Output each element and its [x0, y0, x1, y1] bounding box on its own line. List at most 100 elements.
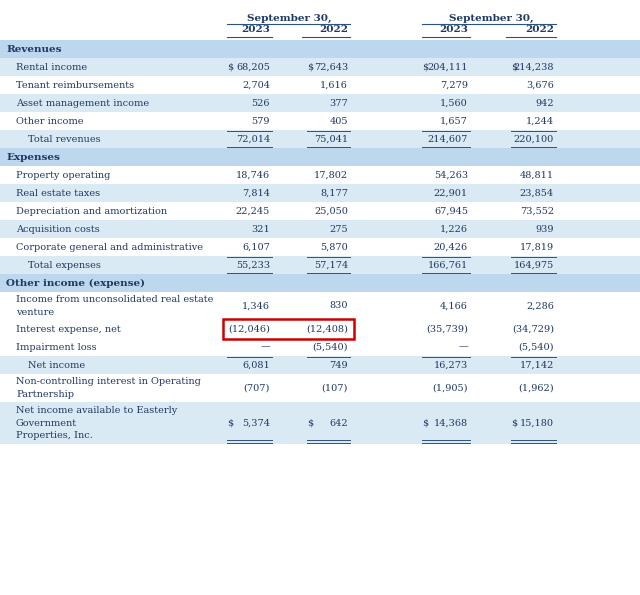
Text: (1,962): (1,962) — [518, 384, 554, 393]
Bar — [0, 320, 640, 338]
Bar — [0, 184, 640, 202]
Text: (1,905): (1,905) — [433, 384, 468, 393]
Text: 749: 749 — [330, 361, 348, 369]
Text: 377: 377 — [329, 99, 348, 108]
Text: $: $ — [511, 62, 517, 71]
Text: 164,975: 164,975 — [514, 261, 554, 270]
Bar — [0, 76, 640, 94]
Text: 1,226: 1,226 — [440, 224, 468, 233]
Text: 579: 579 — [252, 117, 270, 126]
Text: September 30,: September 30, — [246, 14, 332, 23]
Text: Asset management income: Asset management income — [16, 99, 149, 108]
Text: 2023: 2023 — [241, 26, 270, 35]
Text: —: — — [458, 343, 468, 352]
Bar — [0, 274, 640, 292]
Text: (12,408): (12,408) — [306, 324, 348, 334]
Text: 16,273: 16,273 — [434, 361, 468, 369]
Text: 3,676: 3,676 — [526, 80, 554, 89]
Text: Revenues: Revenues — [6, 45, 61, 54]
Text: Depreciation and amortization: Depreciation and amortization — [16, 206, 167, 215]
Text: 2,286: 2,286 — [526, 302, 554, 311]
Text: 321: 321 — [252, 224, 270, 233]
Text: 14,368: 14,368 — [434, 418, 468, 427]
Text: 17,819: 17,819 — [520, 243, 554, 252]
Text: Non-controlling interest in Operating: Non-controlling interest in Operating — [16, 377, 201, 386]
Bar — [0, 148, 640, 166]
Text: 55,233: 55,233 — [236, 261, 270, 270]
Text: 2,704: 2,704 — [242, 80, 270, 89]
Text: 275: 275 — [330, 224, 348, 233]
Text: 6,107: 6,107 — [242, 243, 270, 252]
Text: (35,739): (35,739) — [426, 324, 468, 334]
Text: September 30,: September 30, — [449, 14, 533, 23]
Text: $: $ — [227, 418, 233, 427]
Bar — [0, 220, 640, 238]
Text: Other income (expense): Other income (expense) — [6, 278, 145, 287]
Text: 526: 526 — [252, 99, 270, 108]
Text: Net income: Net income — [28, 361, 85, 369]
Text: 1,657: 1,657 — [440, 117, 468, 126]
Bar — [0, 94, 640, 112]
Bar — [0, 166, 640, 184]
Text: $: $ — [511, 418, 517, 427]
Text: Acquisition costs: Acquisition costs — [16, 224, 100, 233]
Text: 1,616: 1,616 — [320, 80, 348, 89]
Bar — [0, 338, 640, 356]
Text: 22,245: 22,245 — [236, 206, 270, 215]
Text: Partnership: Partnership — [16, 390, 74, 399]
Text: 25,050: 25,050 — [314, 206, 348, 215]
Text: 73,552: 73,552 — [520, 206, 554, 215]
Text: 17,142: 17,142 — [520, 361, 554, 369]
Bar — [0, 292, 640, 320]
Text: 405: 405 — [330, 117, 348, 126]
Text: 1,346: 1,346 — [242, 302, 270, 311]
Text: (5,540): (5,540) — [312, 343, 348, 352]
Text: $: $ — [227, 62, 233, 71]
Text: Total expenses: Total expenses — [28, 261, 101, 270]
Text: 18,746: 18,746 — [236, 171, 270, 180]
Bar — [0, 374, 640, 402]
Text: Total revenues: Total revenues — [28, 134, 100, 143]
Bar — [0, 256, 640, 274]
Text: 5,870: 5,870 — [320, 243, 348, 252]
Text: 48,811: 48,811 — [520, 171, 554, 180]
Text: 72,643: 72,643 — [314, 62, 348, 71]
Text: 942: 942 — [536, 99, 554, 108]
Bar — [0, 112, 640, 130]
Bar — [0, 356, 640, 374]
Text: (707): (707) — [244, 384, 270, 393]
Bar — [0, 402, 640, 444]
Text: $: $ — [422, 418, 428, 427]
Text: 67,945: 67,945 — [434, 206, 468, 215]
Bar — [0, 130, 640, 148]
Text: —: — — [260, 343, 270, 352]
Text: Net income available to Easterly: Net income available to Easterly — [16, 406, 177, 415]
Bar — [223, 319, 354, 339]
Text: (107): (107) — [322, 384, 348, 393]
Text: 1,560: 1,560 — [440, 99, 468, 108]
Text: 54,263: 54,263 — [434, 171, 468, 180]
Text: 8,177: 8,177 — [320, 189, 348, 198]
Text: Impairment loss: Impairment loss — [16, 343, 97, 352]
Text: Rental income: Rental income — [16, 62, 87, 71]
Text: Interest expense, net: Interest expense, net — [16, 324, 121, 334]
Text: 57,174: 57,174 — [314, 261, 348, 270]
Text: venture: venture — [16, 308, 54, 317]
Text: 4,166: 4,166 — [440, 302, 468, 311]
Text: Properties, Inc.: Properties, Inc. — [16, 431, 93, 440]
Text: Other income: Other income — [16, 117, 83, 126]
Text: 20,426: 20,426 — [434, 243, 468, 252]
Bar — [0, 58, 640, 76]
Text: Corporate general and administrative: Corporate general and administrative — [16, 243, 203, 252]
Bar — [0, 238, 640, 256]
Text: 939: 939 — [536, 224, 554, 233]
Text: $: $ — [307, 62, 313, 71]
Text: 7,279: 7,279 — [440, 80, 468, 89]
Text: 5,374: 5,374 — [242, 418, 270, 427]
Text: 2022: 2022 — [319, 26, 348, 35]
Text: 642: 642 — [330, 418, 348, 427]
Text: 17,802: 17,802 — [314, 171, 348, 180]
Bar — [0, 202, 640, 220]
Text: 68,205: 68,205 — [236, 62, 270, 71]
Text: 7,814: 7,814 — [242, 189, 270, 198]
